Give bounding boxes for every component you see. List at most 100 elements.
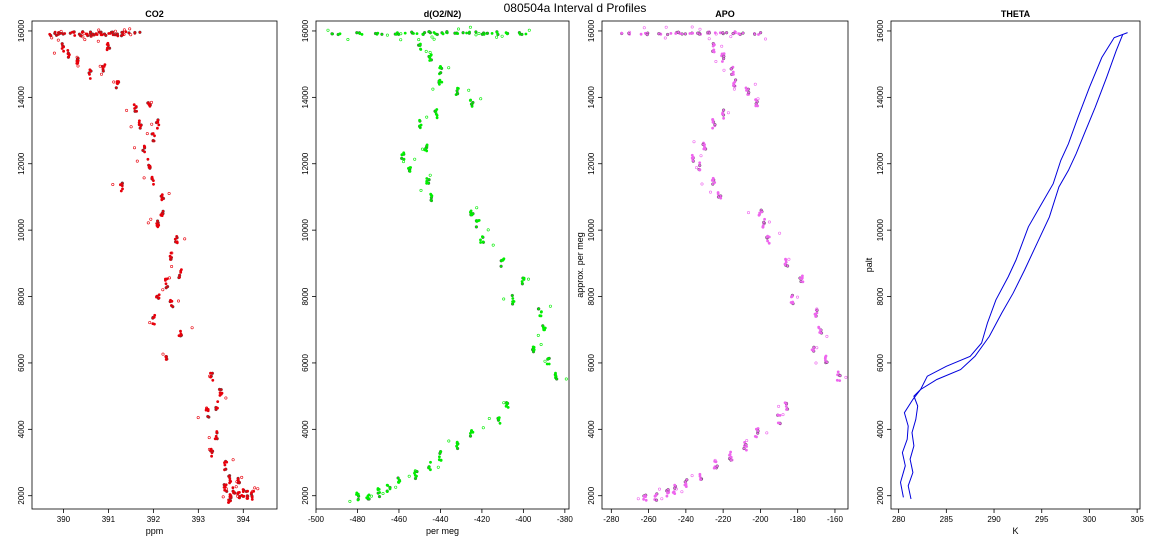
data-point — [520, 32, 524, 36]
data-point — [673, 483, 677, 487]
data-point — [417, 38, 421, 42]
data-point — [423, 30, 427, 35]
data-point — [211, 378, 215, 382]
data-point — [732, 84, 735, 87]
y-tick-label: 10000 — [587, 218, 596, 241]
data-point — [702, 147, 706, 151]
data-point — [754, 98, 758, 102]
data-point — [545, 362, 549, 366]
data-point — [438, 66, 442, 70]
data-point — [135, 159, 139, 163]
data-point — [480, 32, 484, 36]
data-point — [784, 258, 788, 262]
data-point — [511, 300, 514, 303]
data-point — [100, 72, 104, 76]
data-point — [436, 465, 440, 469]
data-point — [400, 156, 404, 160]
data-point — [475, 220, 479, 223]
data-point — [715, 464, 719, 468]
data-point — [711, 126, 714, 130]
data-point — [447, 66, 451, 70]
data-point — [253, 486, 257, 490]
data-point — [148, 321, 152, 325]
data-point — [481, 426, 485, 430]
x-tick-label: -420 — [474, 515, 491, 524]
data-point — [208, 374, 212, 378]
y-axis-label: palt — [864, 257, 874, 272]
y-tick-label: 10000 — [301, 218, 310, 241]
x-tick-label: 290 — [987, 515, 1001, 524]
y-tick-label: 16000 — [876, 19, 885, 42]
data-point — [639, 32, 643, 36]
data-point — [164, 355, 168, 358]
data-point — [474, 33, 478, 37]
x-tick-label: -400 — [515, 515, 532, 524]
data-point — [710, 179, 714, 182]
data-point — [698, 472, 702, 476]
data-point — [481, 240, 485, 244]
data-point — [415, 32, 419, 35]
data-point — [240, 494, 244, 497]
data-point — [399, 32, 403, 36]
data-point — [703, 145, 706, 149]
panel-title: THETA — [1001, 9, 1031, 19]
data-point — [137, 123, 141, 127]
data-point — [356, 498, 360, 502]
data-point — [151, 132, 155, 135]
data-point — [428, 56, 432, 60]
y-tick-label: 8000 — [301, 287, 310, 305]
data-point — [761, 225, 765, 229]
data-point — [696, 31, 700, 35]
data-point — [116, 82, 119, 86]
data-point — [713, 43, 716, 47]
data-point — [168, 276, 172, 280]
data-point — [711, 182, 715, 186]
data-point — [429, 198, 433, 202]
data-point — [707, 37, 711, 41]
data-point — [355, 31, 359, 35]
data-point — [114, 86, 118, 90]
data-point — [113, 29, 117, 33]
x-tick-label: 392 — [147, 515, 161, 524]
data-point — [156, 126, 159, 130]
data-point — [209, 371, 212, 375]
data-point — [413, 469, 417, 473]
data-point — [246, 489, 250, 493]
data-point — [179, 332, 183, 336]
data-point — [835, 378, 839, 382]
data-point — [427, 30, 431, 34]
data-point — [690, 25, 694, 29]
y-tick-label: 14000 — [876, 86, 885, 109]
data-point — [119, 183, 122, 187]
data-point — [423, 148, 427, 152]
data-point — [713, 122, 717, 127]
data-point — [432, 31, 436, 34]
data-point — [407, 474, 411, 478]
data-point — [160, 197, 164, 201]
data-point — [836, 373, 839, 377]
data-point — [776, 421, 780, 425]
data-point — [505, 401, 509, 405]
data-point — [721, 60, 724, 63]
data-point — [164, 358, 168, 361]
data-point — [152, 315, 156, 319]
data-point — [747, 90, 751, 95]
data-point — [548, 304, 552, 308]
data-point — [119, 189, 123, 193]
x-tick-label: -460 — [391, 515, 408, 524]
data-point — [153, 322, 156, 326]
plot-frame — [31, 20, 278, 510]
data-point — [812, 348, 815, 351]
data-point — [732, 87, 736, 91]
data-point — [497, 417, 501, 421]
data-point — [469, 102, 474, 106]
data-point — [111, 183, 115, 187]
data-point — [346, 37, 350, 41]
data-point — [511, 297, 515, 300]
data-point — [680, 490, 684, 494]
data-point — [88, 77, 92, 80]
data-point — [134, 105, 138, 108]
data-point — [428, 59, 432, 62]
data-point — [722, 54, 726, 58]
data-point — [228, 476, 232, 480]
